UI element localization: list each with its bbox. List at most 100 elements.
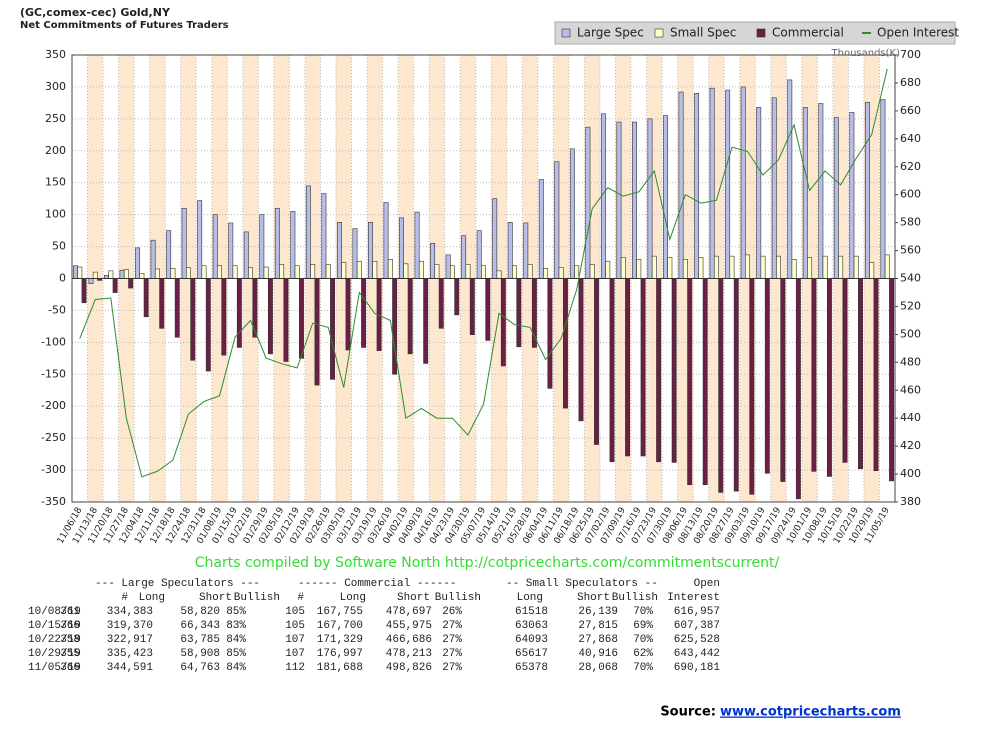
table-column-header: Long: [340, 592, 366, 604]
bar: [858, 278, 863, 470]
bar: [523, 222, 529, 279]
bar: [632, 121, 637, 279]
table-cell: 366: [60, 662, 80, 674]
bar: [399, 217, 405, 279]
table-cell: 27%: [442, 634, 462, 646]
bar: [729, 255, 735, 279]
table-cell: 455,975: [386, 620, 432, 632]
bar: [507, 222, 513, 279]
table-group-header: --- Large Speculators ---: [95, 578, 260, 590]
table-cell: 690,181: [674, 662, 721, 674]
bar: [325, 264, 331, 279]
bar: [787, 79, 793, 279]
bar: [647, 118, 653, 279]
table-cell: 27,815: [578, 620, 618, 632]
y-tick-label: 300: [45, 80, 66, 93]
y2-tick-label: 700: [900, 48, 921, 61]
table-cell: 64093: [515, 634, 548, 646]
bar: [345, 278, 351, 351]
bar: [430, 243, 436, 279]
table-cell: 28,068: [578, 662, 618, 674]
table-cell: 27,868: [578, 634, 618, 646]
bar: [589, 264, 595, 279]
y-tick-label: 350: [45, 48, 66, 61]
legend-label: Large Spec: [577, 26, 644, 40]
bar: [368, 222, 373, 279]
bar: [713, 255, 719, 279]
table-cell: 176,997: [317, 648, 363, 660]
bar: [372, 260, 378, 279]
table-column-header: Short: [397, 592, 430, 604]
table-cell: 70%: [633, 634, 653, 646]
bar: [889, 278, 895, 482]
bar: [771, 97, 777, 279]
table-column-header: Short: [199, 592, 232, 604]
bar: [449, 265, 455, 279]
bar: [776, 255, 781, 279]
bar: [838, 255, 844, 279]
table-cell: 40,916: [578, 648, 618, 660]
y2-tick-label: 540: [900, 272, 921, 285]
bar: [407, 278, 413, 355]
bar: [873, 278, 879, 472]
bar: [853, 255, 859, 279]
table-column-header: Long: [517, 592, 543, 604]
table-cell: 70%: [633, 606, 653, 618]
source-label: Source:: [660, 705, 716, 720]
table-cell: 335,423: [107, 648, 153, 660]
table-cell: 344,591: [107, 662, 154, 674]
table-cell: 61518: [515, 606, 548, 618]
bar: [341, 262, 347, 279]
table-column-header: #: [297, 592, 304, 604]
bar: [802, 107, 808, 279]
legend-label: Open Interest: [877, 26, 959, 40]
bar: [274, 207, 280, 279]
bar: [181, 207, 187, 279]
table-cell: 27%: [442, 662, 462, 674]
table-cell: 643,442: [674, 648, 720, 660]
bar: [636, 259, 642, 279]
bar: [423, 278, 429, 364]
table-column-header: Bullish: [435, 592, 481, 604]
bar: [321, 193, 327, 279]
bar: [135, 247, 141, 279]
bar: [616, 121, 622, 279]
bar: [709, 87, 715, 279]
table-cell: 27%: [442, 620, 462, 632]
bar: [609, 278, 615, 463]
bar: [745, 254, 750, 279]
y-tick-label: -350: [41, 495, 66, 508]
bar: [694, 93, 700, 279]
y-tick-label: -150: [41, 367, 66, 380]
table-cell: 63063: [515, 620, 548, 632]
bar: [403, 263, 409, 279]
bar: [267, 278, 273, 355]
bar: [356, 260, 362, 279]
bar: [791, 259, 797, 279]
table-cell: 361: [60, 606, 80, 618]
bar: [434, 264, 440, 279]
table-cell: 498,826: [386, 662, 432, 674]
source-link[interactable]: www.cotpricecharts.com: [720, 705, 901, 720]
table-cell: 466,686: [386, 634, 432, 646]
bar: [678, 91, 684, 279]
table-column-header: Long: [139, 592, 165, 604]
y2-tick-label: 500: [900, 327, 921, 340]
bar: [92, 271, 98, 279]
bar: [414, 211, 420, 279]
bar: [217, 265, 222, 279]
bar: [687, 278, 693, 486]
bar: [476, 230, 482, 279]
table-cell: 85%: [226, 606, 246, 618]
bar: [212, 214, 218, 279]
table-cell: 616,957: [674, 606, 720, 618]
bar: [232, 265, 238, 279]
bar: [749, 278, 755, 495]
bar: [826, 278, 832, 477]
table-cell: 10/22/19: [28, 634, 81, 646]
chart-title: (GC,comex-cec) Gold,NY: [20, 6, 171, 19]
bar: [461, 235, 467, 279]
bar: [166, 230, 172, 279]
y-tick-label: 50: [52, 240, 66, 253]
